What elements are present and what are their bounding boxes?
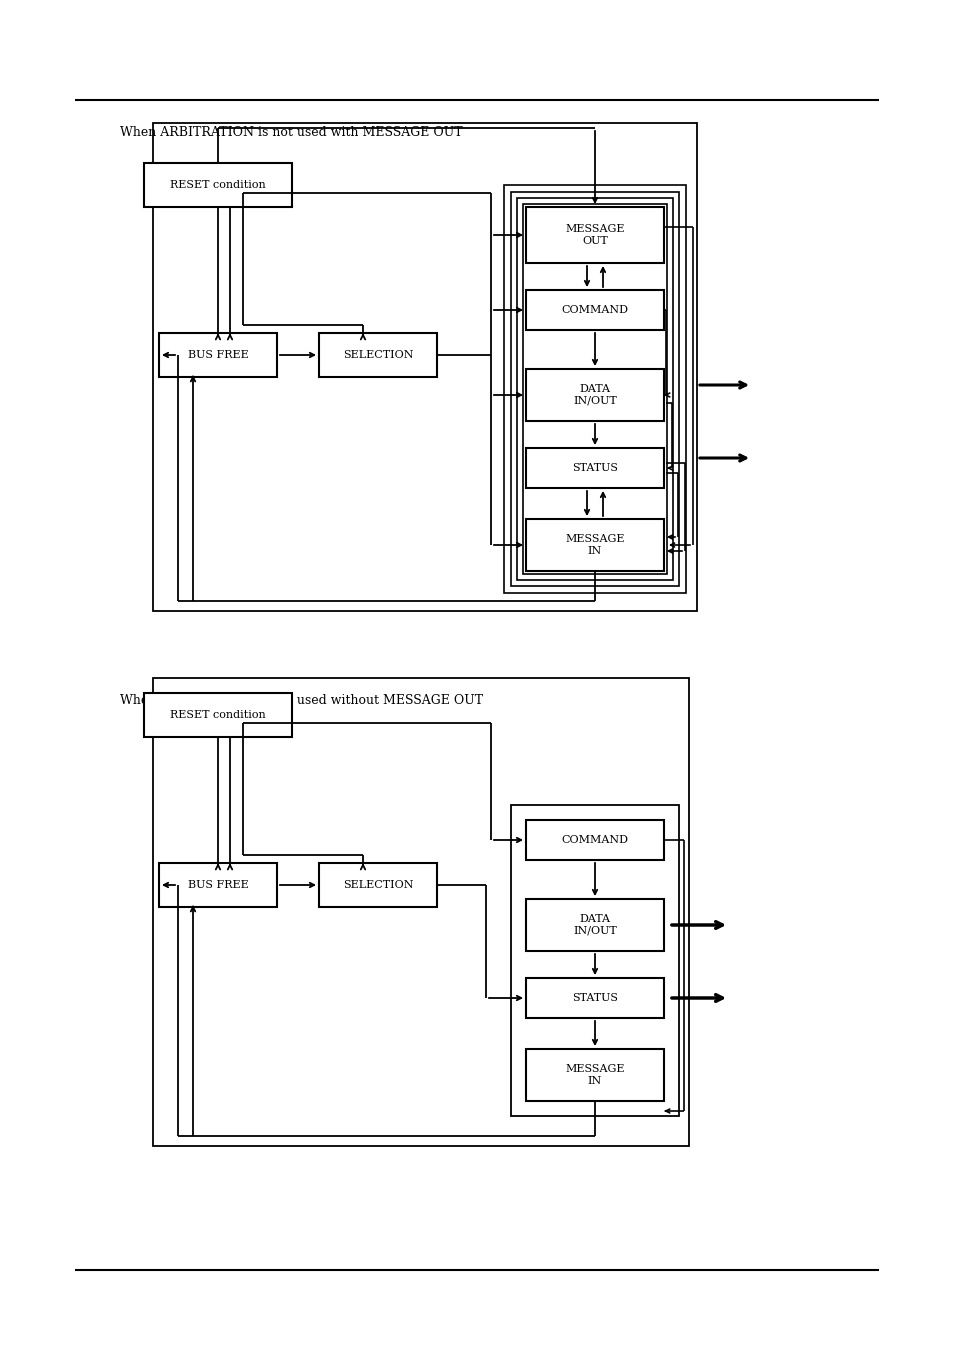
Bar [144, 693, 292, 738]
Text: DATA
IN/OUT: DATA IN/OUT [573, 915, 617, 936]
Text: RESET condition: RESET condition [170, 180, 266, 190]
Text: MESSAGE
IN: MESSAGE IN [565, 534, 624, 555]
Text: SELECTION: SELECTION [342, 880, 413, 890]
Bar [159, 332, 276, 377]
Bar [525, 820, 663, 861]
Text: MESSAGE
OUT: MESSAGE OUT [565, 224, 624, 246]
Bar [525, 978, 663, 1019]
Bar [525, 1048, 663, 1101]
Bar [525, 207, 663, 263]
Bar [525, 898, 663, 951]
Bar [525, 449, 663, 488]
Text: SELECTION: SELECTION [342, 350, 413, 359]
Text: COMMAND: COMMAND [561, 835, 628, 844]
Text: When ARBITRATION is not used without MESSAGE OUT: When ARBITRATION is not used without MES… [120, 693, 482, 707]
Bar [525, 290, 663, 330]
Text: When ARBITRATION is not used with MESSAGE OUT: When ARBITRATION is not used with MESSAG… [120, 126, 462, 139]
Bar [517, 199, 672, 580]
Bar [152, 678, 688, 1146]
Bar [525, 519, 663, 571]
Text: RESET condition: RESET condition [170, 711, 266, 720]
Bar [318, 863, 436, 907]
Text: STATUS: STATUS [572, 993, 618, 1002]
Text: COMMAND: COMMAND [561, 305, 628, 315]
Bar [503, 185, 685, 593]
Bar [511, 805, 679, 1116]
Bar [318, 332, 436, 377]
Text: MESSAGE
IN: MESSAGE IN [565, 1065, 624, 1086]
Text: DATA
IN/OUT: DATA IN/OUT [573, 384, 617, 405]
Text: BUS FREE: BUS FREE [188, 350, 248, 359]
Bar [522, 204, 666, 574]
Bar [159, 863, 276, 907]
Bar [144, 163, 292, 207]
Bar [152, 123, 697, 611]
Bar [525, 369, 663, 422]
Text: BUS FREE: BUS FREE [188, 880, 248, 890]
Text: STATUS: STATUS [572, 463, 618, 473]
Bar [511, 192, 679, 586]
